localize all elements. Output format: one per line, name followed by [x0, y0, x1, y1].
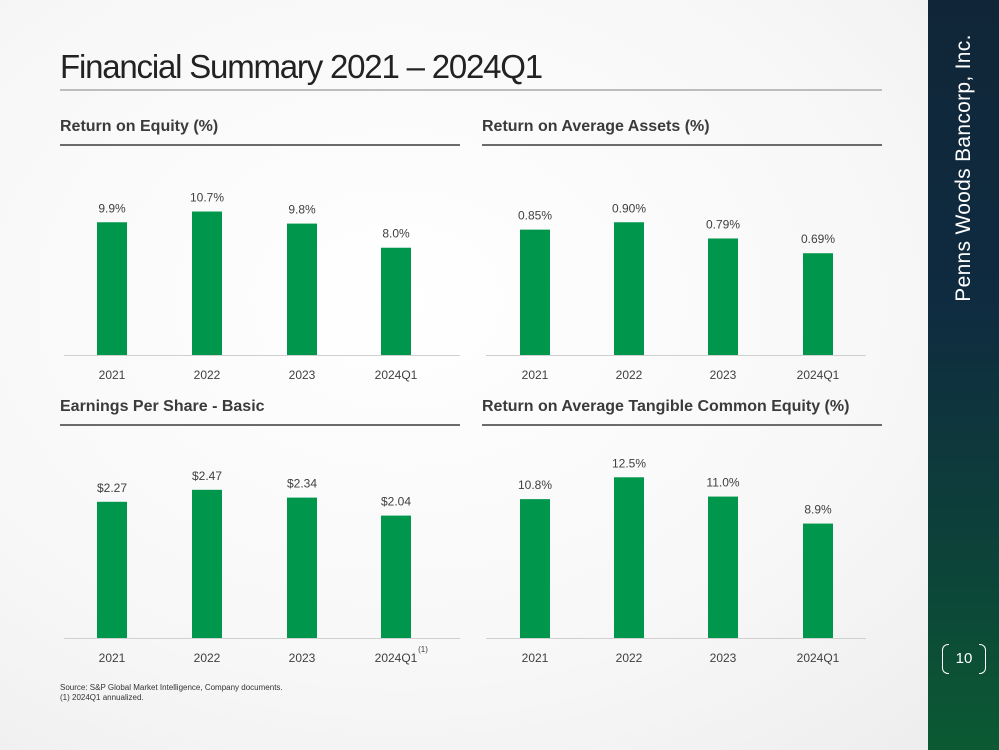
bar-2021	[520, 229, 550, 355]
data-label: $2.04	[381, 495, 411, 509]
bar-2021	[97, 501, 127, 638]
x-tick-label: 2022	[194, 651, 221, 665]
x-tick-label: 2021	[522, 368, 549, 382]
data-label: 0.90%	[612, 201, 646, 215]
data-label: 12.5%	[612, 456, 646, 470]
bar-2021	[97, 222, 127, 355]
x-tick-label: 2022	[616, 368, 643, 382]
chart-panel-rotce: Return on Average Tangible Common Equity…	[482, 398, 882, 665]
data-label: 0.69%	[801, 232, 835, 246]
chart-panel-roaa: Return on Average Assets (%) 0.85% 2021 0.…	[482, 118, 882, 382]
bar-2021	[520, 499, 550, 638]
data-label: 0.85%	[518, 209, 552, 223]
chart-panel-eps: Earnings Per Share - Basic $2.27 2021 $2.4…	[60, 398, 460, 665]
page-number: 10	[942, 644, 986, 674]
x-tick-label: 2021	[99, 368, 126, 382]
x-tick-label: 2022	[194, 368, 221, 382]
x-tick-label: 2023	[710, 651, 737, 665]
data-label: $2.34	[287, 477, 317, 491]
data-label: 0.79%	[706, 217, 740, 231]
data-label: 8.0%	[382, 227, 410, 241]
chart-roaa: 0.85% 2021 0.90% 2022 0.79% 2023 0.69% 2024Q1	[486, 201, 866, 382]
company-name: Penns Woods Bancorp, Inc.	[951, 34, 975, 302]
chart-title: Earnings Per Share - Basic	[60, 398, 265, 415]
x-tick-label: 2022	[616, 651, 643, 665]
footnote-marker: (1)	[418, 645, 428, 654]
data-label: 8.9%	[804, 503, 832, 517]
chart-panel-roe: Return on Equity (%) 9.9% 2021 10.7% 2022 9.…	[60, 118, 460, 382]
footnote-source: Source: S&P Global Market Intelligence, …	[60, 683, 283, 692]
chart-roe: 9.9% 2021 10.7% 2022 9.8% 2023 8.0% 2024Q1	[64, 191, 460, 382]
bar-2024Q1	[803, 523, 833, 638]
chart-title-divider	[60, 144, 460, 146]
x-tick-label: 2024Q1	[375, 368, 418, 382]
x-tick-label: 2021	[522, 651, 549, 665]
sidebar: Penns Woods Bancorp, Inc.	[928, 0, 999, 750]
title-divider	[60, 89, 882, 91]
chart-title-divider	[482, 424, 882, 426]
footnote-annualized: (1) 2024Q1 annualized.	[60, 693, 144, 702]
bar-2023	[287, 497, 317, 638]
data-label: 10.8%	[518, 478, 552, 492]
x-tick-label: 2023	[289, 368, 316, 382]
bar-2023	[708, 496, 738, 638]
chart-title-divider	[482, 144, 882, 146]
x-tick-label: 2024Q1	[797, 651, 840, 665]
data-label: 9.8%	[288, 203, 316, 217]
data-label: 11.0%	[706, 476, 739, 490]
chart-title: Return on Average Tangible Common Equity…	[482, 398, 850, 415]
chart-title: Return on Average Assets (%)	[482, 118, 710, 135]
bar-2022	[192, 211, 222, 355]
bar-2023	[708, 238, 738, 355]
footnote: Source: S&P Global Market Intelligence, …	[60, 683, 283, 703]
x-tick-label: 2023	[710, 368, 737, 382]
data-label: $2.27	[97, 481, 127, 495]
bar-2024Q1	[381, 247, 411, 355]
x-tick-label: 2024Q1	[375, 651, 418, 665]
x-tick-label: 2021	[99, 651, 126, 665]
bar-2024Q1	[803, 253, 833, 355]
bar-2023	[287, 223, 317, 355]
bar-2022	[614, 477, 644, 638]
data-label: $2.47	[192, 469, 222, 483]
x-tick-label: 2023	[289, 651, 316, 665]
chart-rotce: 10.8% 2021 12.5% 2022 11.0% 2023 8.9% 2024Q1	[486, 456, 866, 665]
bar-2022	[192, 489, 222, 638]
page-title: Financial Summary 2021 – 2024Q1	[60, 48, 543, 85]
data-label: 10.7%	[190, 191, 224, 205]
x-tick-label: 2024Q1	[797, 368, 840, 382]
chart-title: Return on Equity (%)	[60, 118, 219, 135]
bar-2022	[614, 222, 644, 355]
bar-2024Q1	[381, 515, 411, 638]
chart-title-divider	[60, 424, 460, 426]
data-label: 9.9%	[98, 201, 126, 215]
chart-eps: $2.27 2021 $2.47 2022 $2.34 2023 $2.04 2024Q1(1…	[64, 469, 460, 665]
